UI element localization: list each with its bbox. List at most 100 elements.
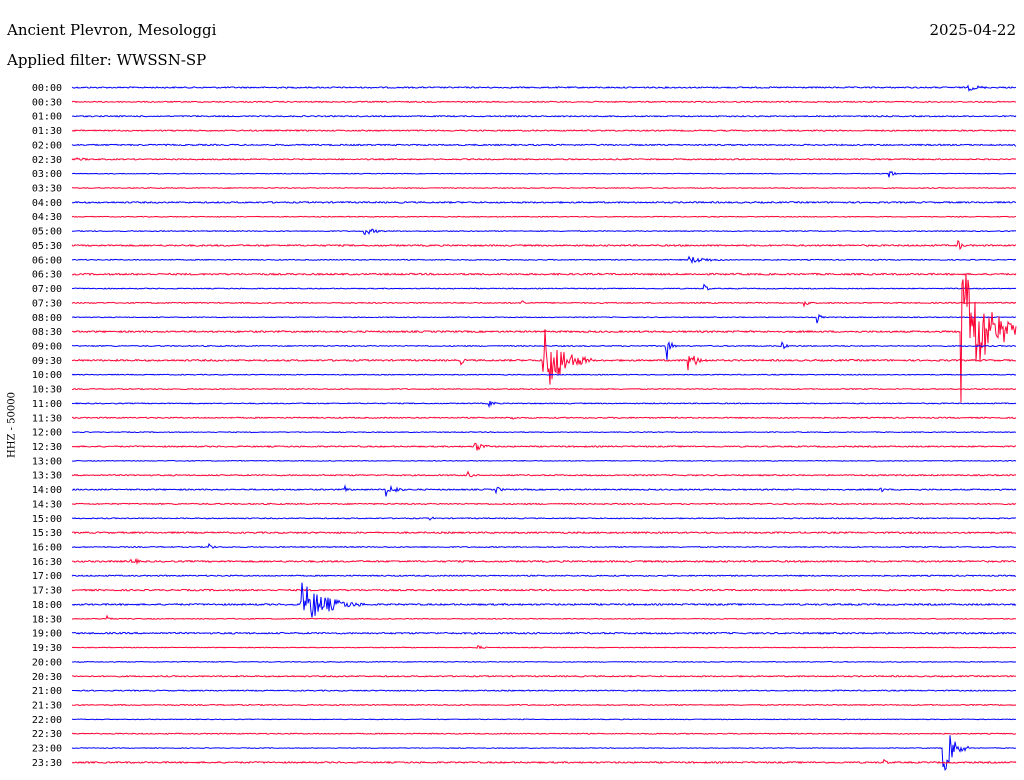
row-label: 22:00 xyxy=(32,715,62,726)
plot-date: 2025-04-22 xyxy=(929,21,1016,39)
row-label: 10:30 xyxy=(32,385,62,396)
row-label: 23:00 xyxy=(32,744,62,755)
trace-row-0530 xyxy=(71,239,1017,251)
trace-lines xyxy=(71,84,1017,771)
row-label: 20:00 xyxy=(32,657,62,668)
row-label: 08:30 xyxy=(32,327,62,338)
row-label: 05:30 xyxy=(32,241,62,252)
trace-row-1400 xyxy=(71,484,1017,497)
trace-row-0930 xyxy=(71,329,1017,385)
row-label: 09:30 xyxy=(32,356,62,367)
trace-row-1930 xyxy=(71,644,1017,650)
row-label: 07:30 xyxy=(32,298,62,309)
trace-row-0330 xyxy=(71,186,1017,190)
row-label: 00:30 xyxy=(32,97,62,108)
row-label: 16:30 xyxy=(32,557,62,568)
row-label: 12:00 xyxy=(32,428,62,439)
trace-row-1230 xyxy=(71,442,1017,451)
row-label: 14:00 xyxy=(32,485,62,496)
row-label: 19:30 xyxy=(32,643,62,654)
row-label: 17:00 xyxy=(32,571,62,582)
row-label: 04:30 xyxy=(32,212,62,223)
row-label: 18:00 xyxy=(32,600,62,611)
row-label: 10:00 xyxy=(32,370,62,381)
row-label: 13:00 xyxy=(32,456,62,467)
trace-row-0800 xyxy=(71,313,1017,324)
trace-row-0230 xyxy=(71,157,1017,162)
row-label: 07:00 xyxy=(32,284,62,295)
row-label: 11:00 xyxy=(32,399,62,410)
trace-row-0200 xyxy=(71,143,1017,147)
trace-row-0300 xyxy=(71,171,1017,178)
trace-row-2000 xyxy=(71,660,1017,663)
trace-row-1200 xyxy=(71,431,1017,434)
trace-row-0730 xyxy=(71,300,1017,308)
trace-row-2100 xyxy=(71,689,1017,692)
trace-row-0700 xyxy=(71,283,1017,291)
row-label: 21:00 xyxy=(32,686,62,697)
row-label: 23:30 xyxy=(32,758,62,769)
trace-row-1300 xyxy=(71,459,1017,462)
row-label: 02:00 xyxy=(32,140,62,151)
row-label: 08:00 xyxy=(32,313,62,324)
row-label: 22:30 xyxy=(32,729,62,740)
filter-label: Applied filter: WWSSN-SP xyxy=(7,51,207,69)
trace-row-1900 xyxy=(71,631,1017,635)
trace-row-2300 xyxy=(71,735,1017,771)
trace-row-2230 xyxy=(71,732,1017,735)
row-label: 19:00 xyxy=(32,629,62,640)
row-label: 16:00 xyxy=(32,543,62,554)
trace-row-1500 xyxy=(71,516,1017,521)
trace-row-1800 xyxy=(71,582,1017,618)
trace-row-2030 xyxy=(71,674,1017,678)
trace-row-0030 xyxy=(71,100,1017,104)
row-label: 20:30 xyxy=(32,672,62,683)
row-label: 18:30 xyxy=(32,614,62,625)
row-label: 13:30 xyxy=(32,471,62,482)
row-label: 14:30 xyxy=(32,499,62,510)
trace-row-0000 xyxy=(71,84,1017,92)
trace-row-0100 xyxy=(71,114,1017,118)
row-label: 15:30 xyxy=(32,528,62,539)
trace-row-1530 xyxy=(71,531,1017,535)
trace-row-1730 xyxy=(71,588,1017,592)
trace-row-1000 xyxy=(71,373,1017,376)
row-label: 17:30 xyxy=(32,586,62,597)
row-label: 04:00 xyxy=(32,198,62,209)
trace-row-1330 xyxy=(71,470,1017,478)
trace-row-0430 xyxy=(71,215,1017,218)
trace-row-0600 xyxy=(71,255,1017,265)
trace-row-1700 xyxy=(71,574,1017,578)
row-labels: 00:00 00:30 01:00 01:30 02:00 02:30 03:00 03:30… xyxy=(32,83,62,769)
row-label: 02:30 xyxy=(32,155,62,166)
trace-row-1630 xyxy=(71,557,1017,565)
trace-row-0130 xyxy=(71,129,1017,132)
trace-row-0630 xyxy=(71,272,1017,276)
row-label: 05:00 xyxy=(32,227,62,238)
row-label: 03:30 xyxy=(32,184,62,195)
row-label: 15:00 xyxy=(32,514,62,525)
trace-row-1830 xyxy=(71,614,1017,621)
trace-row-2200 xyxy=(71,718,1016,721)
trace-row-0400 xyxy=(71,200,1017,204)
row-label: 06:30 xyxy=(32,270,62,281)
trace-row-1130 xyxy=(71,416,1017,420)
row-label: 21:30 xyxy=(32,700,62,711)
trace-row-1100 xyxy=(71,400,1017,409)
row-label: 11:30 xyxy=(32,413,62,424)
row-label: 01:00 xyxy=(32,112,62,123)
trace-row-1600 xyxy=(71,542,1017,549)
row-label: 01:30 xyxy=(32,126,62,137)
trace-row-0500 xyxy=(71,228,1017,236)
row-label: 06:00 xyxy=(32,255,62,266)
trace-row-2330 xyxy=(71,758,1017,765)
row-label: 03:00 xyxy=(32,169,62,180)
row-label: 12:30 xyxy=(32,442,62,453)
trace-row-0830 xyxy=(71,273,1017,403)
trace-row-1430 xyxy=(71,502,1017,506)
row-label: 09:00 xyxy=(32,341,62,352)
trace-row-1030 xyxy=(71,387,1017,391)
station-name: Ancient Plevron, Mesologgi xyxy=(7,21,217,39)
row-label: 00:00 xyxy=(32,83,62,94)
